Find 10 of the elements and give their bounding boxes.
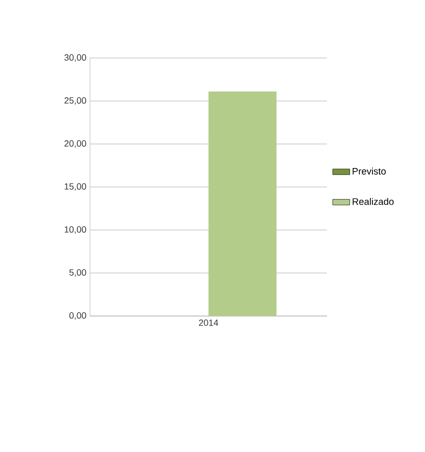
y-tick-label: 10,00 bbox=[64, 226, 86, 234]
legend-label: Realizado bbox=[352, 198, 394, 205]
y-tick-label: 30,00 bbox=[64, 54, 86, 62]
legend-label: Previsto bbox=[352, 168, 386, 175]
y-tick-label: 20,00 bbox=[64, 140, 86, 148]
y-tick-label: 25,00 bbox=[64, 97, 86, 105]
y-tick-label: 15,00 bbox=[64, 183, 86, 191]
y-tick-label: 0,00 bbox=[69, 312, 86, 320]
x-tick-label: 2014 bbox=[198, 320, 218, 326]
y-tick-label: 5,00 bbox=[69, 269, 86, 277]
